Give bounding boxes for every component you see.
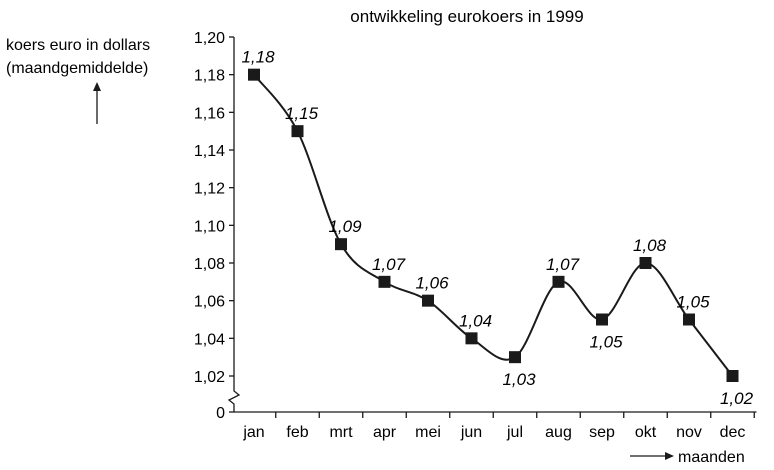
series-line [253, 74, 734, 377]
data-point [335, 238, 347, 251]
x-axis-arrow [630, 452, 674, 460]
x-tick-label: sep [589, 424, 615, 441]
y-tick-label: 1,08 [194, 256, 225, 273]
x-tick-label: dec [720, 424, 746, 441]
data-point [726, 370, 739, 382]
x-tick-label: mrt [329, 424, 353, 441]
y-tick-label: 1,06 [194, 294, 225, 311]
y-axis-arrow [93, 82, 101, 124]
data-label: 1,05 [589, 333, 623, 352]
data-label: 1,03 [502, 370, 536, 389]
y-tick-label: 1,18 [194, 68, 225, 85]
x-tick-label: okt [635, 424, 657, 441]
data-label: 1,04 [459, 311, 492, 330]
x-tick-label: aug [545, 424, 572, 441]
data-point [509, 351, 521, 364]
y-tick-label: 1,02 [194, 369, 225, 386]
markers [248, 68, 739, 382]
x-tick-label: jan [242, 424, 264, 441]
chart-title: ontwikkeling eurokoers in 1999 [350, 7, 583, 26]
data-point [552, 275, 565, 288]
y-ticks: 1,02 1,04 1,06 1,08 1,10 1,12 1,14 1,16 1,18 1,20… [194, 30, 234, 422]
data-labels: 1,18 1,15 1,09 1,07 1,06 1,04 1,03 1,07 1,05 1,08… [241, 48, 753, 408]
x-tick-label: jul [506, 424, 523, 441]
x-tick-label: nov [676, 424, 702, 441]
x-ticks: jan feb mrt apr mei jun jul aug sep okt nov dec [242, 412, 755, 441]
data-point [683, 313, 695, 326]
axes [227, 37, 757, 413]
data-label: 1,07 [546, 255, 580, 274]
y-tick-label: 1,04 [194, 331, 225, 348]
x-tick-label: mei [415, 424, 441, 441]
y-axis-label-line1: koers euro in dollars [6, 37, 150, 54]
data-label: 1,07 [372, 255, 406, 274]
data-label: 1,05 [676, 293, 710, 312]
data-point [465, 332, 478, 345]
data-label: 1,15 [285, 104, 319, 123]
data-point [639, 257, 652, 269]
data-label: 1,08 [633, 236, 667, 255]
y-tick-label: 1,10 [194, 218, 225, 235]
data-point [378, 275, 391, 288]
data-label: 1,02 [720, 389, 754, 408]
data-point [596, 313, 608, 326]
data-label: 1,09 [328, 217, 362, 236]
data-point [422, 294, 434, 307]
y-tick-label: 1,14 [194, 143, 225, 160]
y-tick-label: 1,16 [194, 105, 225, 122]
data-label: 1,06 [415, 274, 449, 293]
y-tick-label: 1,12 [194, 181, 225, 198]
x-tick-label: feb [286, 424, 308, 441]
y-tick-label: 1,20 [194, 30, 225, 47]
x-tick-label: jun [460, 424, 482, 441]
data-label: 1,18 [241, 48, 275, 67]
y-axis-line [227, 37, 241, 412]
y-tick-label-zero: 0 [216, 405, 225, 422]
data-point [248, 68, 260, 81]
x-axis-label: maanden [678, 449, 745, 466]
x-tick-label: apr [373, 424, 397, 441]
y-axis-label-line2: (maandgemiddelde) [6, 60, 148, 77]
data-point [291, 125, 304, 138]
